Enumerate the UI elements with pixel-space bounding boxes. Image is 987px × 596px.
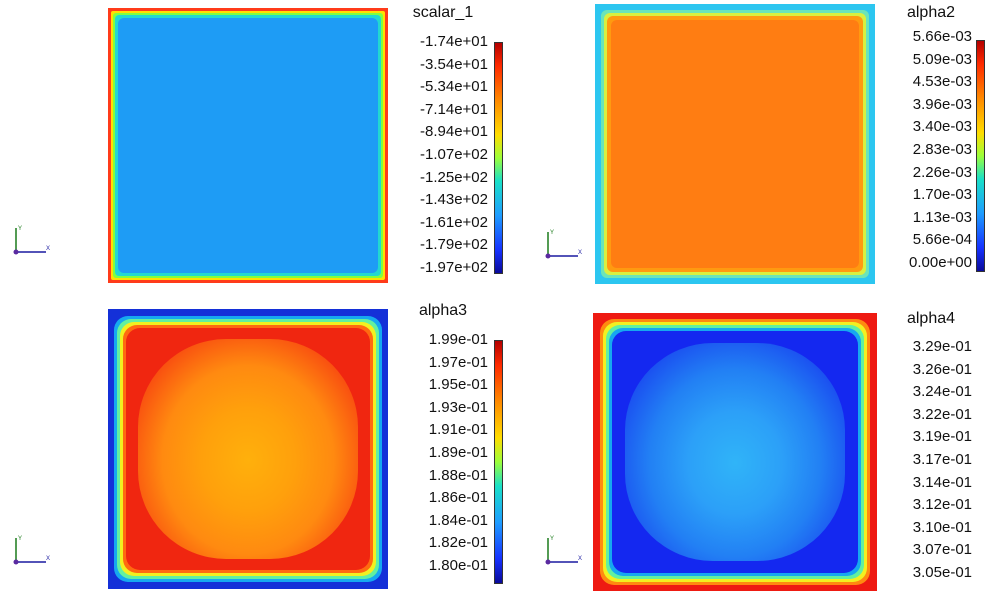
tick-label: 5.66e-04 xyxy=(912,231,972,249)
contour-field xyxy=(108,8,388,283)
colorbar-title: scalar_1 xyxy=(412,4,474,21)
tick-label: 1.97e-01 xyxy=(428,353,488,371)
tick-label: 3.96e-03 xyxy=(912,95,972,113)
tick-label: -8.94e+01 xyxy=(420,123,488,141)
tick-label: 1.86e-01 xyxy=(428,489,488,507)
colorbar-title: alpha4 xyxy=(906,310,956,327)
svg-text:Y: Y xyxy=(550,536,554,542)
contour-center xyxy=(625,343,845,561)
tick-label: -3.54e+01 xyxy=(420,55,488,73)
tick-label: -7.14e+01 xyxy=(420,100,488,118)
tick-label: 3.10e-01 xyxy=(912,518,972,536)
tick-label: -1.07e+02 xyxy=(420,145,488,163)
tick-label: 3.22e-01 xyxy=(912,405,972,423)
tick-label: 3.24e-01 xyxy=(912,383,972,401)
tick-label: 3.19e-01 xyxy=(912,428,972,446)
tick-label: 1.99e-01 xyxy=(428,331,488,348)
contour-interior xyxy=(611,20,859,268)
contour-field xyxy=(593,313,877,591)
tick-label: 3.07e-01 xyxy=(912,541,972,559)
tick-label: 1.93e-01 xyxy=(428,398,488,416)
panel-scalar-1: scalar_1 -1.74e+01 -3.54e+01 -5.34e+01 -… xyxy=(0,0,503,300)
tick-label: 5.66e-03 xyxy=(912,28,972,45)
contour-field xyxy=(108,309,388,589)
tick-label: 1.89e-01 xyxy=(428,443,488,461)
tick-label: 5.09e-03 xyxy=(912,50,972,68)
tick-label: -1.79e+02 xyxy=(420,236,488,254)
tick-label: 3.26e-01 xyxy=(912,360,972,378)
tick-label: 1.84e-01 xyxy=(428,511,488,529)
svg-text:Y: Y xyxy=(18,536,22,542)
colorbar-tick-labels: 3.29e-01 3.26e-01 3.24e-01 3.22e-01 3.19… xyxy=(872,336,972,585)
tick-label: -1.74e+01 xyxy=(420,33,488,50)
tick-label: 1.13e-03 xyxy=(912,208,972,226)
tick-label: -1.43e+02 xyxy=(420,191,488,209)
tick-label: 4.53e-03 xyxy=(912,73,972,91)
colorbar-title: alpha3 xyxy=(418,302,468,319)
contour-center xyxy=(138,339,358,559)
tick-label: 1.91e-01 xyxy=(428,421,488,439)
svg-text:Y: Y xyxy=(18,226,22,232)
colorbar xyxy=(494,340,503,584)
tick-label: 1.80e-01 xyxy=(428,556,488,574)
svg-text:X: X xyxy=(578,556,582,562)
panel-alpha4: alpha4 3.29e-01 3.26e-01 3.24e-01 3.22e-… xyxy=(494,300,987,596)
colorbar xyxy=(494,42,503,274)
tick-label: 1.82e-01 xyxy=(428,534,488,552)
panel-alpha3: alpha3 1.99e-01 1.97e-01 1.95e-01 1.93e-… xyxy=(0,300,503,596)
tick-label: 3.29e-01 xyxy=(912,338,972,355)
colorbar-tick-labels: 5.66e-03 5.09e-03 4.53e-03 3.96e-03 3.40… xyxy=(872,26,972,275)
tick-label: 3.17e-01 xyxy=(912,450,972,468)
tick-label: -1.61e+02 xyxy=(420,213,488,231)
tick-label: 0.00e+00 xyxy=(909,253,972,271)
svg-text:X: X xyxy=(46,246,50,252)
tick-label: 3.05e-01 xyxy=(912,563,972,581)
contour-field xyxy=(595,4,875,284)
tick-label: 3.40e-03 xyxy=(912,118,972,136)
panel-alpha2: alpha2 5.66e-03 5.09e-03 4.53e-03 3.96e-… xyxy=(494,0,987,300)
colorbar-tick-labels: 1.99e-01 1.97e-01 1.95e-01 1.93e-01 1.91… xyxy=(388,329,488,578)
tick-label: -5.34e+01 xyxy=(420,78,488,96)
tick-label: 3.14e-01 xyxy=(912,473,972,491)
svg-text:Y: Y xyxy=(550,230,554,236)
colorbar-title: alpha2 xyxy=(906,4,956,21)
tick-label: -1.25e+02 xyxy=(420,168,488,186)
tick-label: 1.95e-01 xyxy=(428,376,488,394)
tick-label: 1.70e-03 xyxy=(912,186,972,204)
colorbar-tick-labels: -1.74e+01 -3.54e+01 -5.34e+01 -7.14e+01 … xyxy=(388,31,488,280)
tick-label: 2.26e-03 xyxy=(912,163,972,181)
tick-label: 3.12e-01 xyxy=(912,496,972,514)
svg-text:X: X xyxy=(578,250,582,256)
tick-label: 1.88e-01 xyxy=(428,466,488,484)
svg-text:X: X xyxy=(46,556,50,562)
contour-interior xyxy=(118,18,378,273)
tick-label: 2.83e-03 xyxy=(912,140,972,158)
colorbar xyxy=(976,40,985,272)
tick-label: -1.97e+02 xyxy=(420,258,488,276)
